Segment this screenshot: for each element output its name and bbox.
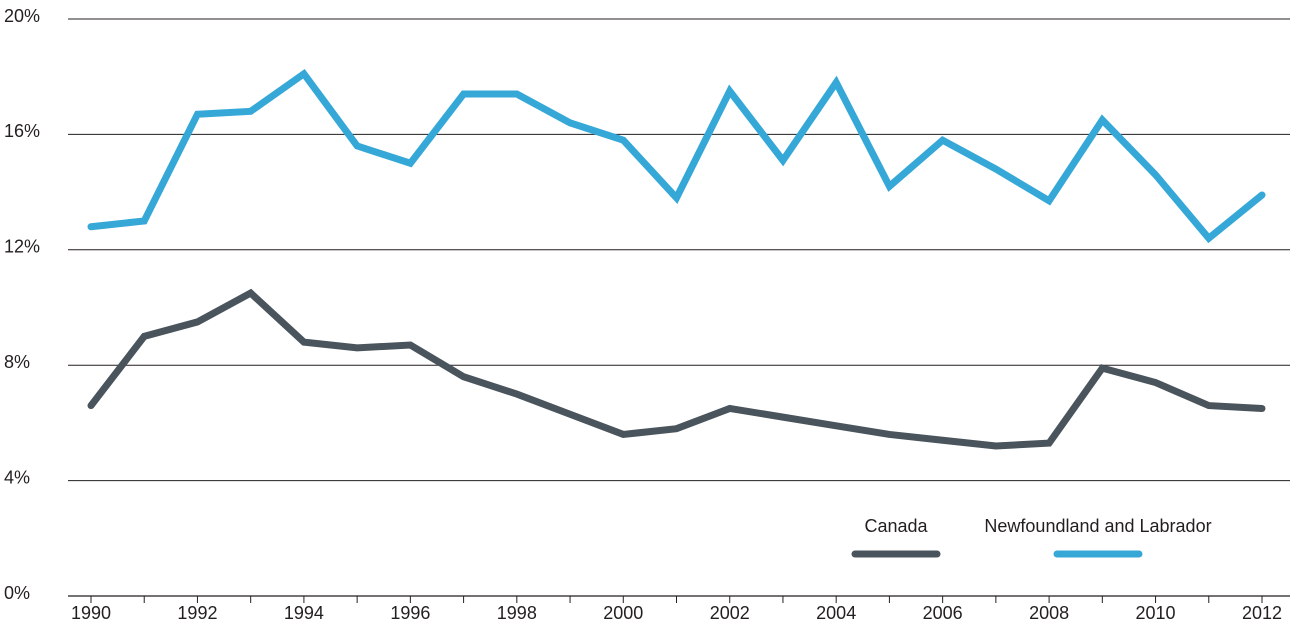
- x-tick-label: 1994: [284, 603, 324, 623]
- y-tick-label: 4%: [4, 467, 30, 487]
- y-tick-label: 0%: [4, 583, 30, 603]
- legend-label: Newfoundland and Labrador: [984, 516, 1211, 536]
- series-line: [87, 68, 1266, 244]
- x-tick-label: 2004: [816, 603, 856, 623]
- x-tick-label: 1990: [71, 603, 111, 623]
- y-tick-label: 8%: [4, 352, 30, 372]
- x-tick-label: 2010: [1136, 603, 1176, 623]
- series-line: [87, 288, 1266, 450]
- x-tick-label: 2006: [923, 603, 963, 623]
- x-tick-label: 2000: [603, 603, 643, 623]
- x-tick-label: 2002: [710, 603, 750, 623]
- legend-label: Canada: [864, 516, 928, 536]
- x-tick-label: 2008: [1029, 603, 1069, 623]
- y-tick-label: 12%: [4, 237, 40, 257]
- x-tick-label: 2012: [1242, 603, 1282, 623]
- x-tick-label: 1998: [497, 603, 537, 623]
- x-tick-label: 1996: [390, 603, 430, 623]
- y-tick-label: 16%: [4, 121, 40, 141]
- x-tick-label: 1992: [177, 603, 217, 623]
- y-tick-label: 20%: [4, 6, 40, 26]
